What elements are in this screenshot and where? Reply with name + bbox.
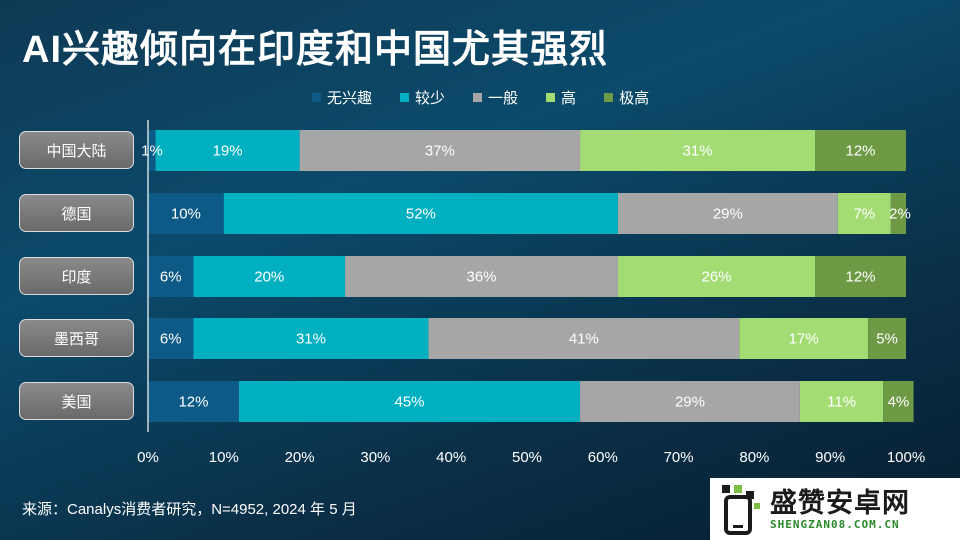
bar-segment (148, 381, 239, 422)
bar-segment (837, 193, 891, 234)
legend-swatch (473, 92, 483, 102)
data-label: 2% (889, 206, 911, 223)
chart-title: AI兴趣倾向在印度和中国尤其强烈 (22, 29, 609, 71)
category-label: 德国 (19, 194, 134, 232)
category-label: 美国 (19, 382, 134, 420)
bar-segment (868, 318, 906, 359)
data-label: 12% (846, 269, 876, 286)
data-label: 4% (888, 394, 910, 411)
bar-segment (223, 193, 618, 234)
data-label: 20% (254, 269, 284, 286)
data-label: 19% (213, 143, 243, 160)
legend-item: 无兴趣 (312, 87, 372, 108)
data-label: 37% (425, 143, 455, 160)
bar-segment (815, 256, 906, 297)
category-label: 墨西哥 (19, 319, 134, 357)
legend-item: 一般 (473, 87, 518, 108)
bar-segment (799, 381, 884, 422)
data-label: 6% (160, 331, 182, 348)
legend-label: 无兴趣 (327, 89, 373, 107)
bar-segment (739, 318, 869, 359)
data-label: 1% (141, 143, 163, 160)
legend: 无兴趣 较少 一般 高 极高 (312, 86, 677, 108)
bar-segment (193, 256, 346, 297)
legend-item: 极高 (604, 87, 649, 108)
watermark: 盛赞安卓网 SHENGZAN08.COM.CN (710, 478, 960, 540)
legend-label: 较少 (415, 89, 446, 107)
watermark-title: 盛赞安卓网 (770, 487, 910, 518)
legend-label: 一般 (488, 89, 519, 107)
data-label: 7% (853, 206, 875, 223)
bar-segment (193, 318, 429, 359)
bar-segment (580, 130, 816, 171)
data-label: 12% (846, 143, 876, 160)
data-label: 29% (713, 206, 743, 223)
bar-segment (883, 381, 914, 422)
x-tick-label: 70% (664, 449, 694, 466)
x-tick-label: 10% (209, 449, 239, 466)
data-label: 11% (827, 394, 856, 411)
data-label: 29% (675, 394, 705, 411)
data-label: 36% (467, 269, 497, 286)
legend-swatch (400, 92, 410, 102)
legend-swatch (546, 92, 556, 102)
data-label: 17% (789, 331, 819, 348)
legend-label: 极高 (619, 89, 650, 107)
legend-swatch (312, 92, 321, 102)
legend-item: 高 (546, 87, 576, 108)
bar-segment (148, 193, 224, 234)
category-label: 中国大陆 (19, 131, 134, 169)
source-note: 来源：Canalys消费者研究，N=4952, 2024 年 5 月 (22, 501, 357, 518)
data-label: 5% (876, 331, 898, 348)
bar-segment (148, 130, 156, 171)
data-label: 6% (160, 269, 182, 286)
bar-segment (815, 130, 906, 171)
watermark-url: SHENGZAN08.COM.CN (770, 517, 900, 531)
legend-swatch (604, 92, 614, 102)
bar-segment (345, 256, 618, 297)
x-tick-label: 100% (887, 449, 925, 466)
bar-segment (428, 318, 740, 359)
data-label: 45% (394, 394, 424, 411)
bar-segment (155, 130, 300, 171)
data-label: 41% (569, 331, 599, 348)
bar-segment (580, 381, 800, 422)
x-tick-label: 50% (512, 449, 542, 466)
data-label: 10% (171, 206, 201, 223)
x-tick-label: 90% (815, 449, 845, 466)
data-label: 26% (701, 269, 731, 286)
x-tick-label: 80% (739, 449, 769, 466)
legend-label: 高 (561, 89, 577, 107)
bar-segment (890, 193, 906, 234)
category-label: 印度 (19, 257, 134, 295)
data-label: 31% (683, 143, 713, 160)
data-label: 52% (406, 206, 436, 223)
bar-segment (238, 381, 581, 422)
phone-logo-icon (722, 485, 760, 535)
bar-segment (617, 193, 838, 234)
x-tick-label: 0% (137, 449, 159, 466)
bar-segment (148, 256, 194, 297)
legend-item: 较少 (400, 87, 445, 108)
bar-segment (148, 318, 194, 359)
x-tick-label: 60% (588, 449, 618, 466)
x-tick-label: 40% (436, 449, 466, 466)
x-tick-label: 20% (285, 449, 315, 466)
bar-segment (617, 256, 816, 297)
x-tick-label: 30% (360, 449, 390, 466)
data-label: 12% (178, 394, 208, 411)
data-label: 31% (296, 331, 326, 348)
bar-segment (299, 130, 581, 171)
